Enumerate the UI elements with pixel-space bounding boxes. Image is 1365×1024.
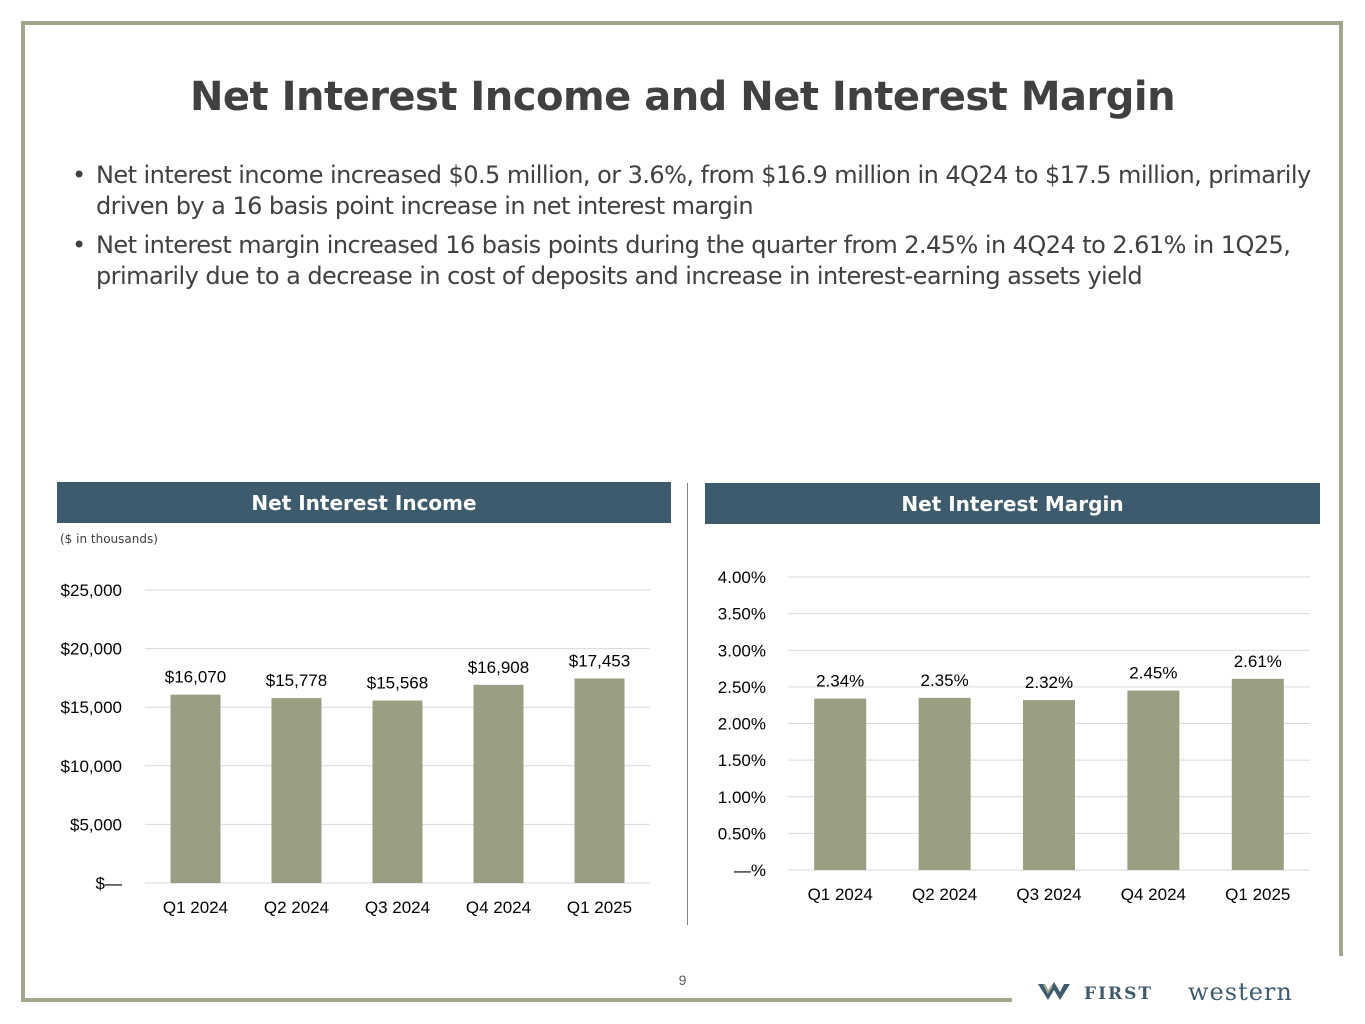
nim-data-label: 2.35% [920, 671, 968, 690]
nim-ytick-label: 1.50% [718, 751, 766, 770]
nim-category-label: Q4 2024 [1121, 885, 1186, 904]
nim-data-label: 2.45% [1129, 664, 1177, 683]
frame-right-border [1339, 21, 1343, 956]
nim-ytick-label: 4.00% [718, 568, 766, 587]
page-number: 9 [678, 972, 687, 988]
nim-category-label: Q3 2024 [1016, 885, 1081, 904]
nii-ytick-label: $5,000 [70, 815, 122, 834]
nim-data-label: 2.32% [1025, 673, 1073, 692]
company-logo: FIRST western [1038, 978, 1293, 1006]
nii-category-label: Q1 2025 [567, 898, 632, 917]
nii-bar [473, 684, 524, 883]
bullet-item: Net interest margin increased 16 basis p… [72, 230, 1322, 292]
nii-ytick-label: $— [96, 874, 122, 893]
nim-ytick-label: 3.50% [718, 605, 766, 624]
nim-bar [1231, 678, 1284, 870]
nii-data-label: $15,778 [266, 671, 327, 690]
frame-bottom-border [21, 998, 1012, 1002]
nii-bar [372, 700, 423, 883]
nii-ytick-label: $10,000 [61, 757, 122, 776]
nim-ytick-label: 2.50% [718, 678, 766, 697]
nii-chart: $— $5,000 $10,000 $15,000 $20,000 $25,000 $16,… [61, 581, 650, 917]
logo-word-western: western [1188, 978, 1293, 1006]
page-title: Net Interest Income and Net Interest Mar… [189, 74, 1176, 120]
nii-ytick-label: $15,000 [61, 698, 122, 717]
logo-word-first: FIRST [1084, 984, 1153, 1004]
nim-ytick-label: —% [734, 861, 766, 880]
nii-bar [574, 678, 625, 883]
nii-data-label: $17,453 [569, 651, 630, 670]
nii-data-label: $15,568 [367, 674, 428, 693]
nii-data-label: $16,070 [165, 668, 226, 687]
nim-category-label: Q1 2024 [808, 885, 873, 904]
nim-category-label: Q2 2024 [912, 885, 977, 904]
nim-bar [1127, 690, 1180, 870]
nim-chart: —% 0.50% 1.00% 1.50% 2.00% 2.50% 3.00% 3.50% 4.0… [718, 568, 1310, 904]
nim-ytick-label: 3.00% [718, 641, 766, 660]
nim-ytick-label: 0.50% [718, 824, 766, 843]
nim-data-label: 2.34% [816, 672, 864, 691]
nim-bar [918, 697, 971, 870]
nii-category-label: Q4 2024 [466, 898, 531, 917]
nii-bar [271, 698, 322, 883]
nim-panel-header: Net Interest Margin [705, 483, 1320, 524]
nim-bar [814, 698, 867, 870]
nii-category-label: Q1 2024 [163, 898, 228, 917]
bullet-list: Net interest income increased $0.5 milli… [72, 160, 1322, 300]
bullet-item: Net interest income increased $0.5 milli… [72, 160, 1322, 222]
nii-ytick-label: $25,000 [61, 581, 122, 600]
nii-panel-header: Net Interest Income [57, 482, 671, 523]
nim-category-label: Q1 2025 [1225, 885, 1290, 904]
nii-category-label: Q3 2024 [365, 898, 430, 917]
panel-divider [687, 483, 688, 925]
stylized-w-icon [1038, 982, 1070, 1000]
nim-ytick-label: 2.00% [718, 715, 766, 734]
nim-data-label: 2.61% [1234, 652, 1282, 671]
units-note: ($ in thousands) [60, 532, 158, 546]
frame-left-border [21, 21, 25, 1002]
nim-bar [1023, 700, 1075, 870]
nii-data-label: $16,908 [468, 658, 529, 677]
nii-ytick-label: $20,000 [61, 640, 122, 659]
frame-top-border [21, 21, 1343, 25]
nii-category-label: Q2 2024 [264, 898, 329, 917]
nii-bar [170, 694, 221, 883]
nim-ytick-label: 1.00% [718, 788, 766, 807]
